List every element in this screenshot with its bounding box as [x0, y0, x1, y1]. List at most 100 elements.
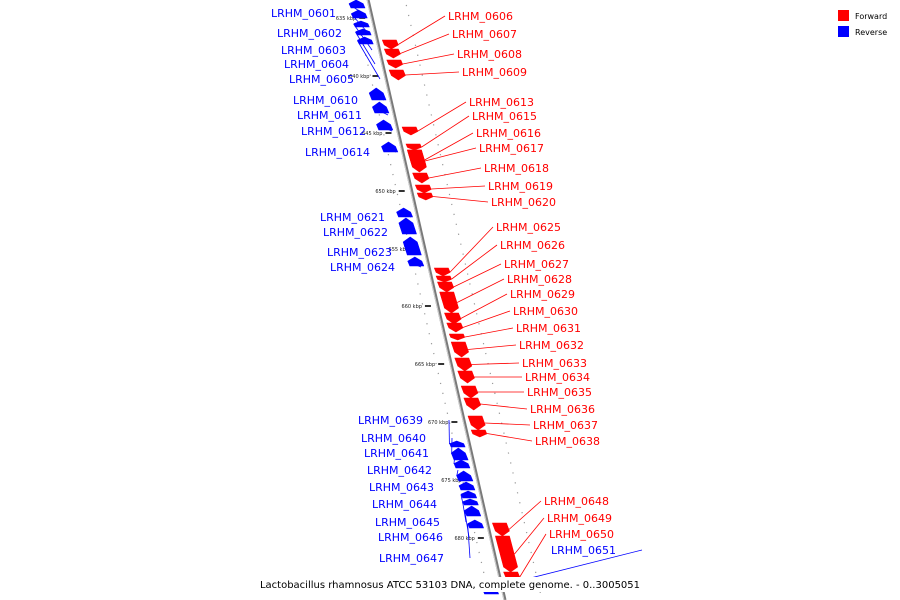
gene-label[interactable]: LRHM_0623 — [327, 246, 392, 259]
gene-leader-line — [357, 40, 381, 80]
gene-lrhm_0618[interactable] — [412, 172, 430, 184]
gene-lrhm_0622[interactable] — [398, 217, 417, 235]
gene-label[interactable]: LRHM_0638 — [535, 435, 600, 448]
gene-label[interactable]: LRHM_0643 — [369, 481, 434, 494]
gene-label[interactable]: LRHM_0629 — [510, 288, 575, 301]
gene-label[interactable]: LRHM_0644 — [372, 498, 437, 511]
gene-lrhm_0612[interactable] — [376, 119, 394, 131]
gene-label[interactable]: LRHM_0646 — [378, 531, 443, 544]
gene-label[interactable]: LRHM_0612 — [301, 125, 366, 138]
gene-lrhm_0617[interactable] — [407, 149, 427, 173]
gene-label[interactable]: LRHM_0624 — [330, 261, 395, 274]
gene-lrhm_0648[interactable] — [492, 522, 510, 537]
gene-lrhm_0635[interactable] — [460, 385, 479, 399]
gene-label[interactable]: LRHM_0607 — [452, 28, 517, 41]
gene-label[interactable]: LRHM_0621 — [320, 211, 385, 224]
gene-label[interactable]: LRHM_0617 — [479, 142, 544, 155]
gene-lrhm_0604[interactable] — [355, 28, 372, 36]
gene-lrhm_0641[interactable] — [453, 459, 471, 469]
gene-label[interactable]: LRHM_0609 — [462, 66, 527, 79]
gene-lrhm_0645[interactable] — [462, 498, 479, 506]
gene-leader-line — [431, 185, 486, 190]
gene-label[interactable]: LRHM_0651 — [551, 544, 616, 557]
gene-lrhm_0611[interactable] — [372, 101, 390, 114]
gene-lrhm_0632[interactable] — [450, 341, 469, 358]
gene-lrhm_0626[interactable] — [435, 275, 452, 283]
gene-lrhm_0608[interactable] — [386, 59, 404, 69]
gene-lrhm_0613[interactable] — [401, 126, 419, 136]
gene-label[interactable]: LRHM_0605 — [289, 73, 354, 86]
gene-lrhm_0623[interactable] — [402, 236, 422, 256]
gene-lrhm_0639[interactable] — [449, 440, 466, 448]
gene-lrhm_0649[interactable] — [495, 535, 518, 573]
gene-label[interactable]: LRHM_0615 — [472, 110, 537, 123]
gene-lrhm_0640[interactable] — [450, 447, 469, 461]
gene-lrhm_0614[interactable] — [381, 141, 399, 153]
gene-label[interactable]: LRHM_0642 — [367, 464, 432, 477]
gene-label[interactable]: LRHM_0633 — [522, 357, 587, 370]
gene-lrhm_0610[interactable] — [368, 87, 387, 101]
gene-label[interactable]: LRHM_0620 — [491, 196, 556, 209]
gene-label[interactable]: LRHM_0619 — [488, 180, 553, 193]
gene-label[interactable]: LRHM_0613 — [469, 96, 534, 109]
tick-label: 660 kbp — [402, 304, 422, 310]
gene-lrhm_0615[interactable] — [405, 143, 422, 151]
gene-lrhm_0647[interactable] — [467, 519, 484, 529]
gene-label[interactable]: LRHM_0649 — [547, 512, 612, 525]
gene-label[interactable]: LRHM_0641 — [364, 447, 429, 460]
gene-lrhm_0620[interactable] — [416, 192, 434, 201]
gene-label[interactable]: LRHM_0625 — [496, 221, 561, 234]
gene-lrhm_0619[interactable] — [414, 184, 432, 194]
gene-lrhm_0627[interactable] — [437, 281, 455, 293]
gene-label[interactable]: LRHM_0631 — [516, 322, 581, 335]
gene-label[interactable]: LRHM_0622 — [323, 226, 388, 239]
gene-label[interactable]: LRHM_0640 — [361, 432, 426, 445]
gene-label[interactable]: LRHM_0628 — [507, 273, 572, 286]
gene-label[interactable]: LRHM_0604 — [284, 58, 349, 71]
gene-label[interactable]: LRHM_0606 — [448, 10, 513, 23]
gene-lrhm_0606[interactable] — [381, 39, 399, 50]
gene-label[interactable]: LRHM_0650 — [549, 528, 614, 541]
gene-lrhm_0609[interactable] — [388, 69, 406, 81]
gene-lrhm_0602[interactable] — [351, 9, 368, 19]
gene-label[interactable]: LRHM_0636 — [530, 403, 595, 416]
gene-lrhm_0634[interactable] — [457, 370, 475, 384]
gene-label[interactable]: LRHM_0601 — [271, 7, 336, 20]
gene-lrhm_0624[interactable] — [407, 256, 425, 267]
gene-label[interactable]: LRHM_0648 — [544, 495, 609, 508]
gene-label[interactable]: LRHM_0618 — [484, 162, 549, 175]
gene-label[interactable]: LRHM_0614 — [305, 146, 370, 159]
gene-label[interactable]: LRHM_0645 — [375, 516, 440, 529]
gene-lrhm_0607[interactable] — [383, 48, 401, 59]
gene-lrhm_0631[interactable] — [448, 333, 466, 341]
gene-lrhm_0629[interactable] — [444, 312, 462, 325]
gene-label[interactable]: LRHM_0602 — [277, 27, 342, 40]
gene-lrhm_0642[interactable] — [456, 470, 474, 482]
gene-label[interactable]: LRHM_0635 — [527, 386, 592, 399]
gene-label[interactable]: LRHM_0639 — [358, 414, 423, 427]
gene-lrhm_0630[interactable] — [446, 322, 464, 333]
gene-lrhm_0643[interactable] — [458, 481, 476, 491]
gene-label[interactable]: LRHM_0616 — [476, 127, 541, 140]
gene-label[interactable]: LRHM_0626 — [500, 239, 565, 252]
gene-lrhm_0646[interactable] — [464, 505, 482, 517]
gene-lrhm_0636[interactable] — [463, 397, 482, 411]
gene-lrhm_0625[interactable] — [433, 267, 451, 277]
gene-label[interactable]: LRHM_0647 — [379, 552, 444, 565]
gene-label[interactable]: LRHM_0608 — [457, 48, 522, 61]
gene-label[interactable]: LRHM_0603 — [281, 44, 346, 57]
gene-lrhm_0644[interactable] — [460, 490, 478, 499]
gene-label[interactable]: LRHM_0632 — [519, 339, 584, 352]
gene-label[interactable]: LRHM_0634 — [525, 371, 590, 384]
gene-lrhm_0638[interactable] — [470, 429, 488, 438]
gene-lrhm_0601[interactable] — [348, 0, 366, 9]
gene-label[interactable]: LRHM_0627 — [504, 258, 569, 271]
gene-label[interactable]: LRHM_0611 — [297, 109, 362, 122]
gene-label[interactable]: LRHM_0630 — [513, 305, 578, 318]
gene-label[interactable]: LRHM_0610 — [293, 94, 358, 107]
gene-lrhm_0621[interactable] — [396, 207, 413, 218]
gene-lrhm_0637[interactable] — [467, 415, 486, 431]
gene-label[interactable]: LRHM_0637 — [533, 419, 598, 432]
gene-lrhm_0628[interactable] — [439, 291, 459, 314]
gene-lrhm_0633[interactable] — [454, 357, 473, 372]
